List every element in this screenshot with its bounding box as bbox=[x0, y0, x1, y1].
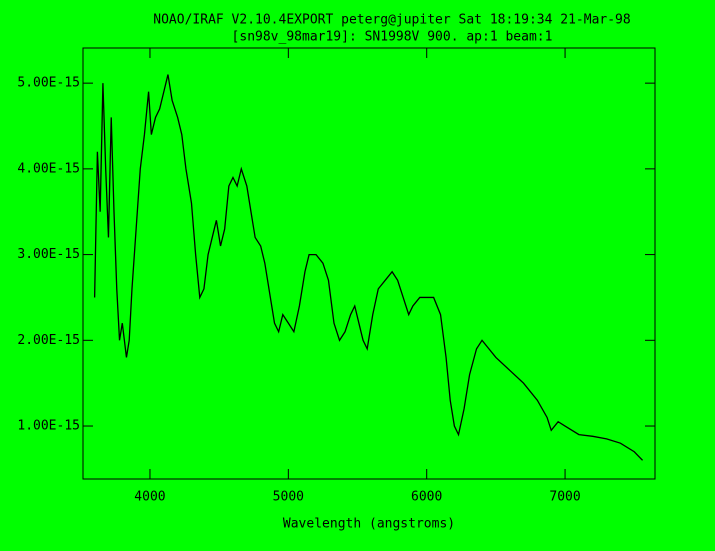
y-tick-label: 1.00E-15 bbox=[17, 419, 80, 434]
x-tick-label: 5000 bbox=[273, 490, 304, 505]
y-tick-label: 2.00E-15 bbox=[17, 333, 80, 348]
plot-frame bbox=[82, 47, 656, 480]
y-tick-label: 3.00E-15 bbox=[17, 247, 80, 262]
y-tick-label: 4.00E-15 bbox=[17, 161, 80, 176]
x-axis-label: Wavelength (angstroms) bbox=[283, 517, 455, 532]
x-tick-label: 6000 bbox=[411, 490, 442, 505]
x-tick-label: 4000 bbox=[134, 490, 165, 505]
y-tick-label: 5.00E-15 bbox=[17, 76, 80, 91]
chart-subtitle: [sn98v_98mar19]: SN1998V 900. ap:1 beam:… bbox=[232, 30, 553, 45]
chart-title: NOAO/IRAF V2.10.4EXPORT peterg@jupiter S… bbox=[153, 13, 630, 28]
spectrum-line bbox=[93, 74, 644, 461]
x-tick-label: 7000 bbox=[549, 490, 580, 505]
